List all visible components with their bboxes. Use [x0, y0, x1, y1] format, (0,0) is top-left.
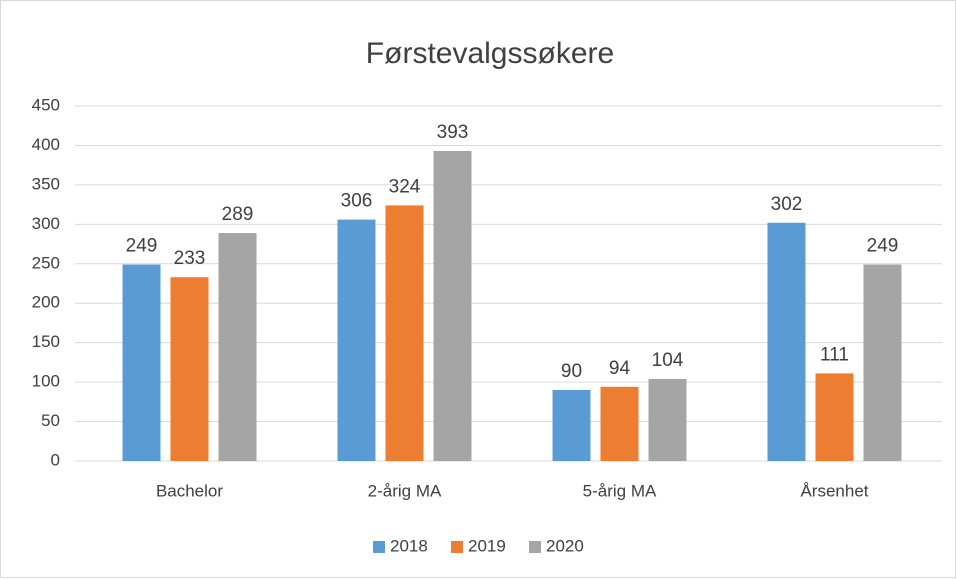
- x-tick-label: Bachelor: [156, 481, 223, 500]
- data-label: 324: [389, 176, 421, 197]
- bar: [218, 233, 257, 461]
- data-label: 94: [609, 358, 631, 379]
- legend-label: 2018: [390, 536, 428, 555]
- data-label: 302: [771, 194, 803, 215]
- data-label: 249: [126, 236, 158, 257]
- y-tick-label: 50: [41, 411, 60, 430]
- y-tick-label: 350: [32, 174, 60, 193]
- bar: [385, 205, 424, 461]
- y-tick-label: 400: [32, 135, 60, 154]
- y-tick-label: 250: [32, 253, 60, 272]
- data-label: 111: [820, 344, 849, 365]
- y-tick-label: 200: [32, 293, 60, 312]
- bar: [863, 264, 902, 461]
- bar: [122, 264, 161, 461]
- data-label: 90: [561, 361, 582, 382]
- data-label: 306: [341, 191, 373, 212]
- legend-swatch: [373, 541, 385, 553]
- bar: [170, 277, 209, 461]
- bar: [600, 386, 639, 461]
- legend-swatch: [529, 541, 541, 553]
- y-tick-label: 450: [32, 95, 60, 114]
- bar: [648, 378, 687, 461]
- data-label: 233: [174, 248, 206, 269]
- x-tick-label: 2-årig MA: [368, 481, 442, 500]
- legend-label: 2020: [546, 536, 584, 555]
- y-tick-label: 300: [32, 214, 60, 233]
- chart-title: Førstevalgssøkere: [366, 37, 614, 70]
- y-tick-label: 150: [32, 332, 60, 351]
- data-label: 249: [867, 236, 899, 257]
- data-label: 393: [437, 122, 469, 143]
- bar: [552, 390, 591, 461]
- bar: [815, 373, 854, 461]
- data-label: 289: [222, 204, 254, 225]
- bar: [337, 219, 376, 461]
- legend-swatch: [451, 541, 463, 553]
- x-tick-label: 5-årig MA: [583, 481, 657, 500]
- x-tick-label: Årsenhet: [800, 481, 868, 500]
- y-tick-label: 100: [32, 372, 60, 391]
- data-label: 104: [652, 350, 684, 371]
- bar: [433, 150, 472, 461]
- legend-label: 2019: [468, 536, 506, 555]
- y-tick-label: 0: [51, 450, 60, 469]
- bar: [767, 222, 806, 461]
